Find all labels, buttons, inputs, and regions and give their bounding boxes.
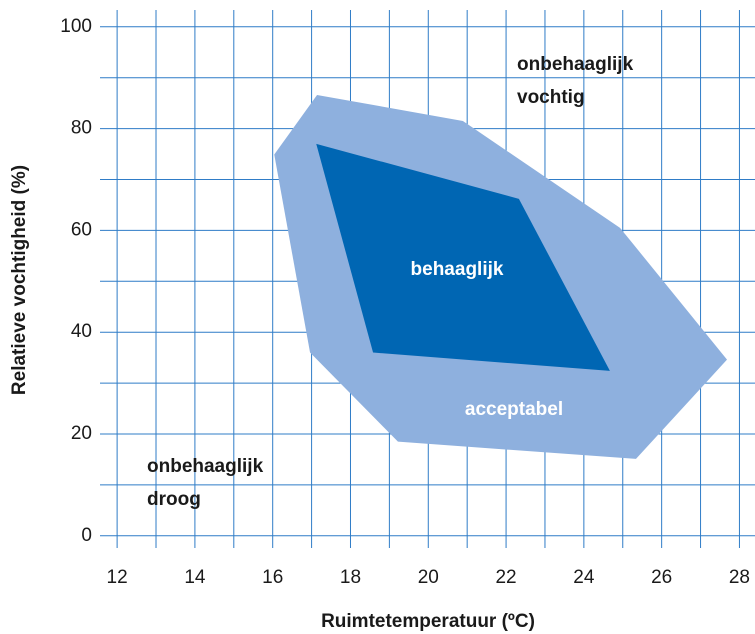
y-tick-label: 60 <box>71 219 92 240</box>
y-tick-label: 0 <box>81 525 92 546</box>
y-tick-label: 80 <box>71 118 92 139</box>
x-tick-label: 14 <box>184 567 206 588</box>
x-tick-label: 26 <box>651 567 672 588</box>
annotation: onbehaaglijk <box>517 54 634 75</box>
annotation: droog <box>147 489 201 510</box>
annotation: onbehaaglijk <box>147 456 264 477</box>
region-label: behaaglijk <box>411 259 504 280</box>
region <box>316 143 610 371</box>
x-axis-label: Ruimtetemperatuur (ºC) <box>321 611 535 632</box>
y-tick-label: 20 <box>71 423 92 444</box>
y-tick-label: 100 <box>60 16 92 37</box>
region-label: acceptabel <box>465 399 563 420</box>
x-tick-label: 28 <box>729 567 750 588</box>
y-tick-label: 40 <box>71 321 92 342</box>
annotation: vochtig <box>517 87 585 108</box>
x-tick-label: 12 <box>107 567 128 588</box>
y-axis-label: Relatieve vochtigheid (%) <box>9 165 30 395</box>
x-tick-label: 20 <box>418 567 439 588</box>
x-tick-label: 24 <box>573 567 595 588</box>
x-tick-label: 16 <box>262 567 283 588</box>
x-tick-label: 18 <box>340 567 361 588</box>
x-tick-label: 22 <box>495 567 516 588</box>
